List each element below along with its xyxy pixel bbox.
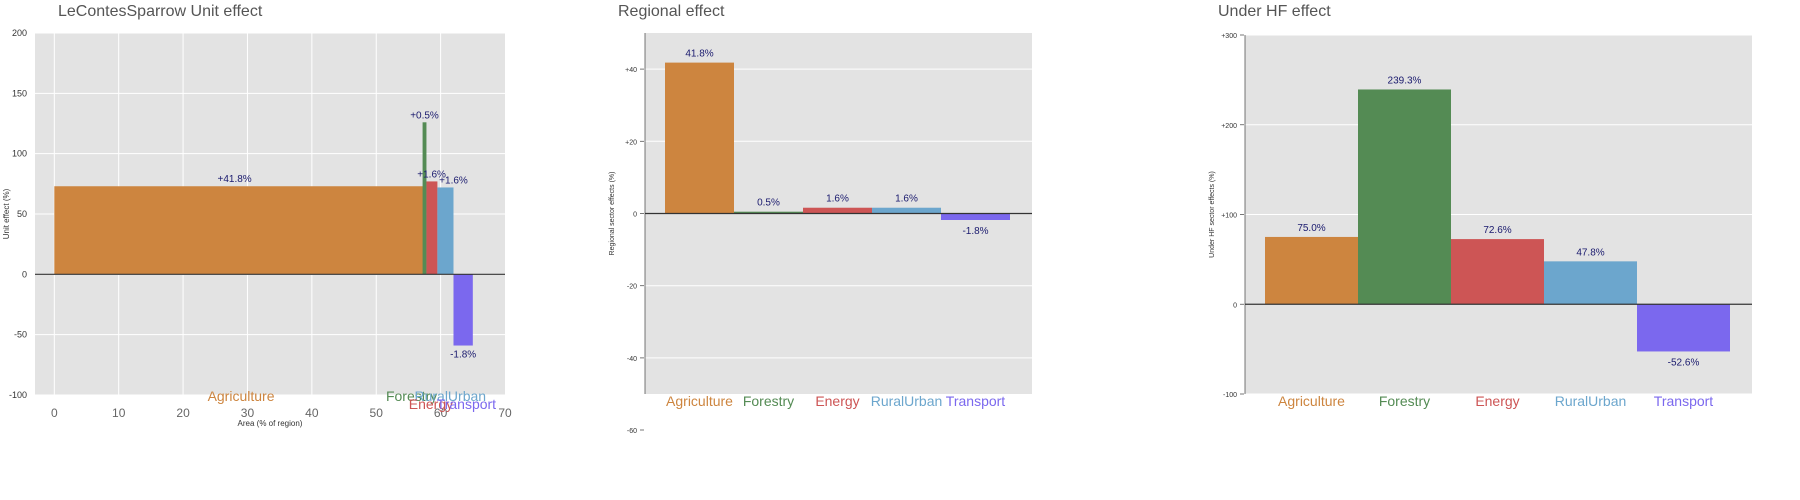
data-label: +1.6% (417, 169, 446, 180)
hf-effect-chart: +300 +200 +100 0 -100 75.0% Agriculture 239.3% F… (1209, 33, 1752, 409)
category-label-transport: Transport (946, 393, 1006, 409)
unit-effect-title: LeContesSparrow Unit effect (58, 3, 263, 20)
y-tick-label: -100 (9, 390, 27, 400)
y-tick-label: -60 (627, 428, 637, 435)
y-tick-label: 0 (22, 269, 27, 279)
y-axis-title: Regional sector effects (%) (609, 172, 616, 256)
bar-transport (1637, 304, 1730, 352)
y-tick-label: -20 (627, 284, 637, 291)
data-label: +1.6% (439, 175, 468, 186)
data-label: -1.8% (962, 226, 988, 237)
x-tick-label: 70 (498, 406, 512, 420)
category-label-transport: Transport (1654, 393, 1714, 409)
bar-ruralurban (437, 187, 454, 275)
y-tick-label: +300 (1221, 33, 1237, 40)
bar-forestry (422, 122, 427, 275)
regional-effect-panel: Regional effect +40 +20 0 -20 -40 -60 41.8% Agr… (600, 0, 1200, 500)
category-label-energy: Energy (1475, 393, 1519, 409)
unit-effect-panel: LeContesSparrow Unit effect 200 150 100 50 0… (0, 0, 600, 500)
data-label: +41.8% (217, 174, 251, 185)
y-tick-label: -50 (14, 330, 27, 340)
regional-effect-title: Regional effect (618, 3, 725, 20)
category-label-agriculture: Agriculture (666, 393, 733, 409)
data-label: -1.8% (450, 350, 476, 361)
bar-transport (453, 274, 473, 346)
y-tick-label: 100 (12, 149, 27, 159)
category-label-energy: Energy (815, 393, 859, 409)
y-axis-title: Unit effect (%) (2, 188, 11, 239)
bar-agriculture (54, 186, 425, 275)
sector-label-forestry: Forestry (386, 388, 437, 404)
y-axis-title: Under HF sector effects (%) (1209, 171, 1216, 258)
bar-agriculture (1265, 236, 1358, 305)
y-tick-label: +40 (625, 67, 637, 74)
data-label: 1.6% (895, 194, 918, 205)
hf-effect-panel: Under HF effect +300 +200 +100 0 -100 75.0% Ag… (1200, 0, 1800, 500)
data-label: -52.6% (1668, 357, 1700, 368)
bar-forestry (734, 211, 803, 214)
regional-effect-chart: +40 +20 0 -20 -40 -60 41.8% Agriculture 0.5% Fore… (609, 33, 1032, 435)
data-label: 1.6% (826, 194, 849, 205)
category-label-agriculture: Agriculture (1278, 393, 1345, 409)
data-label: 41.8% (685, 49, 713, 60)
y-tick-label: +200 (1221, 123, 1237, 130)
x-tick-label: 10 (112, 406, 126, 420)
data-label: 47.8% (1576, 247, 1604, 258)
x-tick-label: 20 (176, 406, 190, 420)
sector-label-energy: Energy (409, 396, 453, 412)
category-label-ruralurban: RuralUrban (871, 393, 943, 409)
unit-effect-chart: 200 150 100 50 0 -50 -100 0 10 20 30 40 50 60 70 +41.8%… (2, 28, 512, 428)
category-label-ruralurban: RuralUrban (1555, 393, 1627, 409)
y-tick-label: +100 (1221, 213, 1237, 220)
x-axis-title: Area (% of region) (238, 419, 303, 428)
x-tick-label: 60 (434, 406, 448, 420)
y-tick-label: -40 (627, 356, 637, 363)
data-label: 0.5% (757, 198, 780, 209)
x-tick-label: 50 (370, 406, 384, 420)
category-label-forestry: Forestry (743, 393, 794, 409)
bar-transport (941, 213, 1010, 220)
y-tick-label: 0 (633, 212, 637, 219)
bar-energy (803, 207, 872, 214)
data-label: 239.3% (1388, 75, 1422, 86)
bar-ruralurban (872, 207, 941, 214)
sector-label-transport: Transport (437, 396, 497, 412)
x-tick-label: 40 (305, 406, 319, 420)
x-tick-label: 0 (51, 406, 58, 420)
bar-agriculture (665, 62, 734, 214)
bar-energy (426, 181, 438, 275)
data-label: +0.5% (410, 110, 439, 121)
y-tick-label: 50 (17, 209, 27, 219)
bar-ruralurban (1544, 261, 1637, 305)
y-tick-label: 0 (1233, 302, 1237, 309)
category-label-forestry: Forestry (1379, 393, 1430, 409)
data-label: 72.6% (1483, 225, 1511, 236)
y-tick-label: -100 (1223, 392, 1237, 399)
y-tick-label: +20 (625, 139, 637, 146)
bar-forestry (1358, 89, 1451, 305)
bar-energy (1451, 239, 1544, 305)
y-tick-label: 200 (12, 28, 27, 38)
sector-label-agriculture: Agriculture (208, 388, 275, 404)
data-label: 75.0% (1297, 223, 1325, 234)
hf-effect-title: Under HF effect (1218, 3, 1331, 20)
y-tick-label: 150 (12, 88, 27, 98)
sector-label-ruralurban: RuralUrban (414, 388, 486, 404)
x-tick-label: 30 (241, 406, 255, 420)
